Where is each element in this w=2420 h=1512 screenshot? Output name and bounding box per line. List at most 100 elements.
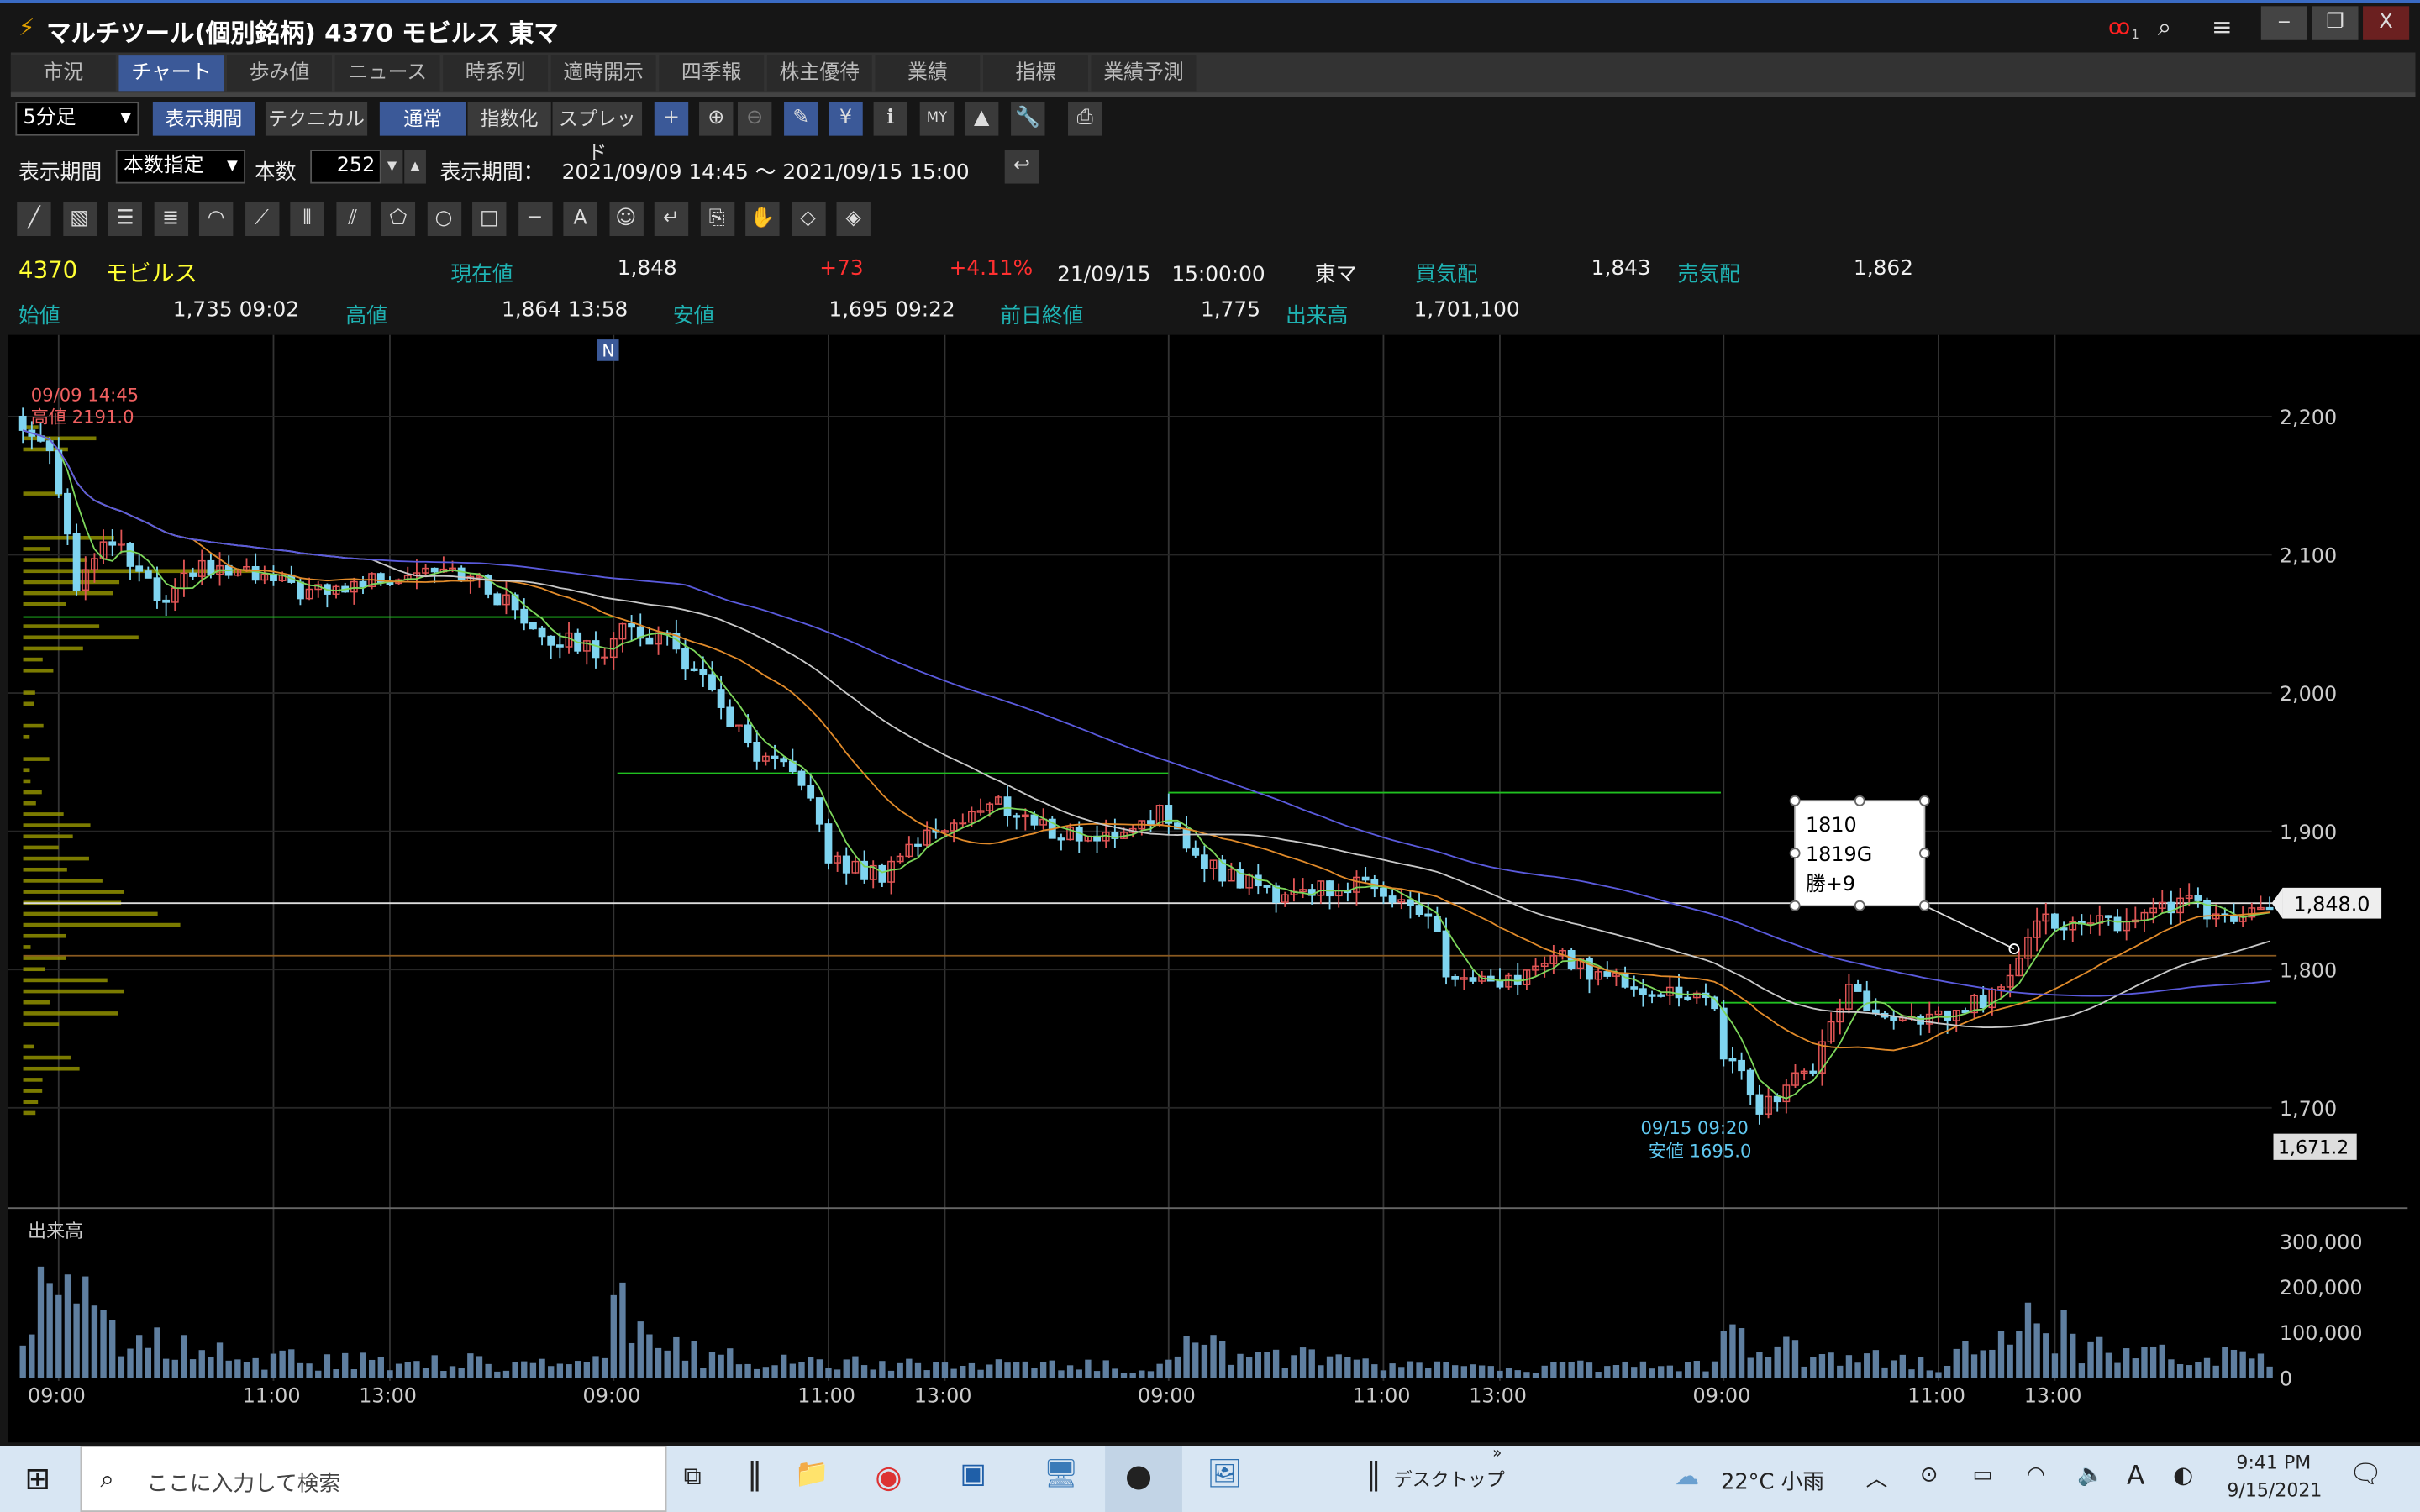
trading-app-taskbar-button[interactable]: ● [1105,1446,1182,1512]
wrench-icon[interactable]: 🔧 [1011,102,1045,136]
photos-icon[interactable]: 🖼 [1207,1457,1243,1491]
battery-icon[interactable]: ▭ [1972,1462,1993,1488]
period-mode-select[interactable]: 本数指定 ▼ [115,150,246,184]
volume-bar [440,1371,447,1378]
meet-now-icon[interactable]: ⊙ [1919,1462,1939,1488]
count-up-icon[interactable]: ▲ [404,150,426,184]
wifi-icon[interactable]: ◠ [2026,1462,2046,1488]
tab-5[interactable]: 適時開示 [550,55,656,92]
crosshair-icon[interactable]: + [654,102,689,136]
horizontal-line-tool-icon[interactable]: ─ [518,202,552,237]
my-chart-icon[interactable]: MY [919,102,955,136]
remote-desktop-icon[interactable]: 🖥 [1043,1457,1079,1491]
tab-8[interactable]: 業績 [875,55,981,92]
volume-bar [1970,1354,1978,1378]
tab-6[interactable]: 四季報 [659,55,765,92]
stamp-tool-icon[interactable]: ☺ [608,202,644,237]
volume-profile-bar [23,1089,43,1093]
volume-bar [637,1321,644,1378]
volume-bar [1210,1335,1217,1378]
rectangle-tool-icon[interactable]: □ [472,202,507,237]
ime-indicator[interactable]: A [2127,1461,2145,1493]
line-tool-icon[interactable]: ╱ [17,202,51,237]
display-period-button[interactable]: 表示期間 [152,102,255,136]
circle-tool-icon[interactable]: ○ [426,202,461,237]
pentagon-tool-icon[interactable]: ⬠ [381,202,416,237]
close-button[interactable]: X [2363,6,2410,40]
print-icon[interactable]: ⎙ [1068,102,1102,136]
volume-icon[interactable]: 🔈 [2077,1462,2105,1488]
tab-0[interactable]: 市況 [10,55,116,92]
taskbar-search-box[interactable]: ⌕ ここに入力して検索 [80,1446,667,1512]
fibonacci-arc-tool-icon[interactable]: ◠ [198,202,234,237]
tab-3[interactable]: ニュース [334,55,440,92]
eraser-tool-icon[interactable]: ◇ [791,202,825,237]
speed-lines-tool-icon[interactable]: ⫽ [335,202,370,237]
indexed-button[interactable]: 指数化 [467,102,551,136]
volume-bar [2096,1336,2103,1378]
copy-tool-icon[interactable]: ⎘ [699,202,734,237]
text-tool-icon[interactable]: A [563,202,597,237]
chrome-icon[interactable]: ◉ [875,1457,902,1495]
area-chart-icon[interactable]: ▲ [964,102,999,136]
parallel-line-tool-icon[interactable]: ▧ [62,202,97,237]
info-icon[interactable]: ℹ [873,102,908,136]
tab-10[interactable]: 業績予測 [1091,55,1197,92]
vertical-lines-tool-icon[interactable]: ⦀ [290,202,324,237]
volume-bar [171,1359,178,1378]
tab-9[interactable]: 指標 [983,55,1088,92]
tooltip-handle [1918,900,1930,911]
notification-icon[interactable]: 🗨 [2349,1459,2383,1491]
count-down-icon[interactable]: ▼ [381,150,403,184]
volume-bar [941,1362,949,1378]
weather-icon[interactable]: ☁ [1674,1461,1700,1491]
yen-icon[interactable]: ¥ [829,102,863,136]
zoom-out-icon[interactable]: ⊖ [737,102,772,136]
price-chart[interactable]: 2,200 2,100 2,000 1,900 1,800 1,700 300,000 200… [0,334,2420,1443]
volume-profile-bar [23,956,66,960]
windows-start-icon[interactable]: ⊞ [24,1459,51,1497]
volume-bar [977,1369,984,1378]
interval-select[interactable]: 5分足 ▼ [15,102,139,136]
high-annotation-time: 09/09 14:45 [31,385,139,406]
horizontal-lines-tool-icon[interactable]: ☰ [108,202,142,237]
count-input[interactable]: 252 [310,150,381,184]
tab-1[interactable]: チャート [118,55,224,92]
volume-bar [2051,1353,2059,1378]
weather-text[interactable]: 22°C 小雨 [1720,1470,1825,1495]
undo-tool-icon[interactable]: ↵ [654,202,689,237]
x-tick-label: 09:00 [1138,1384,1196,1408]
minimize-button[interactable]: ‒ [2260,6,2307,40]
chevron-up-icon[interactable]: ︿ [1865,1467,1888,1493]
link-icon[interactable]: ꝏ [2107,15,2131,40]
normal-button[interactable]: 通常 [379,102,466,136]
current-price-tag [2282,887,2382,919]
clear-all-tool-icon[interactable]: ◈ [836,202,871,237]
ma-mid-line [22,429,2270,1052]
clock-time[interactable]: 9:41 PM [2236,1452,2312,1474]
ime-mode-icon[interactable]: ◐ [2173,1461,2194,1489]
tab-7[interactable]: 株主優待 [766,55,872,92]
expand-icon[interactable]: » [1492,1446,1502,1463]
pencil-icon[interactable]: ✎ [784,102,818,136]
tab-4[interactable]: 時系列 [443,55,549,92]
file-explorer-icon[interactable]: 📁 [794,1457,830,1491]
task-view-icon[interactable]: ⧉ [683,1461,702,1491]
volume-bar [73,1303,80,1378]
tab-2[interactable]: 歩み値 [227,55,332,92]
multi-lines-tool-icon[interactable]: ≣ [153,202,188,237]
technical-button[interactable]: テクニカル [265,102,368,136]
volume-bar [1720,1331,1727,1378]
spread-button[interactable]: スプレッド [552,102,643,164]
restore-button[interactable]: ❐ [2312,6,2359,40]
search-icon[interactable]: ⌕ [2157,12,2172,42]
fan-lines-tool-icon[interactable]: ⟋ [245,202,279,237]
menu-icon[interactable]: ≡ [2212,12,2233,42]
clock-date[interactable]: 9/15/2021 [2227,1479,2323,1502]
hand-tool-icon[interactable]: ✋ [745,202,780,237]
volume-profile-bar [23,945,31,949]
zoom-in-icon[interactable]: ⊕ [699,102,734,136]
app-icon[interactable]: ▣ [960,1457,986,1491]
desktop-toolbar-label[interactable]: デスクトップ [1393,1468,1505,1491]
refresh-icon[interactable]: ↩ [1004,150,1039,184]
